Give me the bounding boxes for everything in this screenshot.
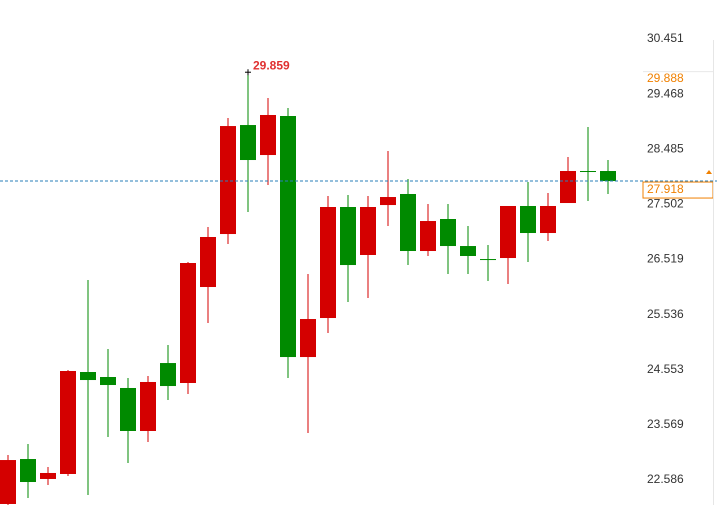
candle-body (440, 218, 456, 247)
candle-body (20, 459, 36, 483)
candle-body (560, 171, 576, 204)
candle-body (460, 246, 476, 257)
candle-body (220, 126, 236, 235)
candle-body (420, 221, 436, 252)
candle-body (600, 171, 616, 182)
candle-body (480, 259, 496, 261)
candle-body (300, 319, 316, 358)
candle-body (320, 207, 336, 319)
y-tick-label: 23.569 (647, 417, 684, 431)
candle-body (240, 125, 256, 161)
y-tick-label: 25.536 (647, 307, 684, 321)
candle-body (520, 205, 536, 234)
current-price-label: 27.918 (647, 182, 684, 196)
candle-body (60, 370, 76, 474)
y-tick-label: 29.468 (647, 86, 684, 100)
candle-body (340, 207, 356, 266)
candle-body (540, 205, 556, 234)
y-tick-label: 27.502 (647, 197, 684, 211)
candle-body (380, 197, 396, 206)
y-tick-label: 24.553 (647, 362, 684, 376)
candle-body (180, 263, 196, 383)
candle-body (80, 372, 96, 381)
current-price-arrow (706, 170, 712, 175)
candle-body (40, 472, 56, 479)
max-label: 29.859 (253, 58, 290, 72)
candle-body (0, 460, 16, 504)
candle-body (500, 205, 516, 259)
candle-body (400, 193, 416, 252)
candle-body (580, 171, 596, 173)
candle-body (280, 116, 296, 358)
candle-body (260, 114, 276, 156)
y-tick-label: 30.451 (647, 31, 684, 45)
candle-body (160, 363, 176, 387)
candle-body (360, 207, 376, 255)
candle-body (120, 387, 136, 431)
candle-body (140, 381, 156, 431)
candle-body (200, 236, 216, 288)
y-tick-label: 28.485 (647, 141, 684, 155)
y-tick-label: 22.586 (647, 472, 684, 486)
reference-price-label: 29.888 (647, 71, 684, 85)
y-tick-label: 26.519 (647, 252, 684, 266)
candle-body (100, 376, 116, 386)
